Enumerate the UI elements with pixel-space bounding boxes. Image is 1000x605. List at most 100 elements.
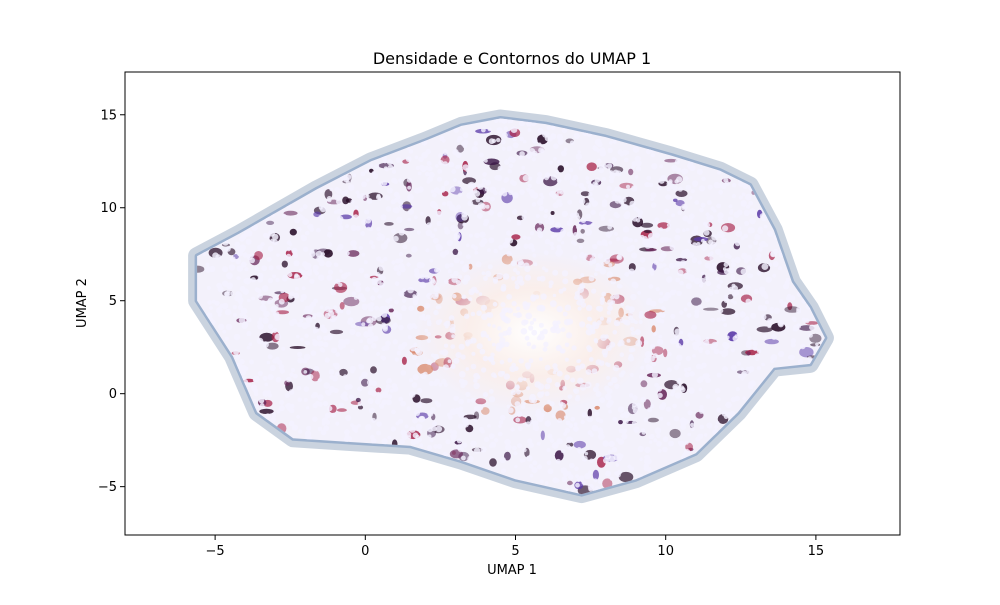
scatter-point: [293, 373, 298, 379]
scatter-point: [680, 424, 686, 430]
scatter-point: [609, 207, 613, 211]
scatter-point: [349, 394, 354, 400]
scatter-point: [709, 256, 714, 261]
scatter-point: [630, 293, 637, 301]
scatter-point: [717, 170, 721, 175]
scatter-point: [398, 396, 404, 402]
scatter-point: [785, 326, 790, 330]
scatter-point: [507, 326, 512, 332]
scatter-point: [698, 387, 703, 392]
scatter-point: [589, 257, 596, 264]
density-blob: [657, 222, 670, 229]
scatter-point: [573, 132, 580, 140]
scatter-point: [644, 181, 650, 188]
scatter-point: [499, 414, 506, 421]
scatter-point: [757, 228, 764, 235]
scatter-point: [579, 253, 585, 259]
scatter-point: [690, 427, 695, 432]
scatter-point: [381, 323, 388, 330]
scatter-point: [480, 333, 485, 338]
scatter-point: [432, 380, 438, 386]
scatter-point: [305, 316, 313, 324]
scatter-point: [491, 342, 496, 347]
scatter-point: [611, 446, 618, 453]
scatter-point: [370, 342, 377, 349]
scatter-point: [658, 403, 666, 411]
scatter-point: [427, 176, 434, 182]
scatter-point: [381, 438, 388, 445]
scatter-point: [364, 273, 369, 279]
scatter-point: [644, 446, 651, 454]
scatter-point: [335, 188, 342, 195]
scatter-point: [767, 230, 774, 237]
scatter-point: [262, 341, 269, 348]
scatter-point: [621, 203, 629, 211]
scatter-point: [366, 318, 371, 324]
scatter-point: [630, 318, 636, 324]
scatter-point: [578, 234, 584, 239]
scatter-point: [453, 207, 459, 213]
scatter-point: [523, 243, 529, 249]
scatter-point: [305, 434, 310, 440]
scatter-point: [476, 212, 483, 219]
scatter-point: [296, 226, 302, 232]
scatter-point: [345, 414, 352, 421]
scatter-points: [197, 118, 822, 495]
scatter-point: [455, 352, 462, 359]
scatter-point: [529, 320, 535, 325]
scatter-point: [542, 346, 548, 352]
scatter-point: [728, 286, 734, 292]
scatter-point: [573, 426, 579, 432]
scatter-point: [763, 224, 768, 229]
scatter-point: [671, 213, 676, 218]
scatter-point: [511, 276, 516, 281]
scatter-point: [478, 152, 484, 158]
scatter-point: [398, 324, 404, 331]
scatter-point: [374, 305, 380, 311]
scatter-point: [501, 132, 508, 139]
scatter-point: [259, 304, 267, 312]
scatter-point: [674, 159, 681, 165]
scatter-point: [631, 161, 638, 167]
scatter-point: [483, 436, 490, 443]
scatter-point: [412, 295, 419, 302]
scatter-point: [513, 366, 519, 372]
scatter-point: [682, 215, 689, 222]
density-blob: [388, 308, 394, 313]
scatter-point: [696, 168, 704, 175]
density-blob: [289, 346, 306, 349]
scatter-point: [561, 270, 569, 277]
scatter-point: [711, 262, 717, 268]
scatter-point: [238, 301, 243, 305]
scatter-point: [254, 266, 259, 271]
scatter-point: [659, 237, 666, 244]
scatter-point: [487, 424, 491, 428]
scatter-point: [260, 300, 266, 306]
scatter-point: [413, 409, 421, 416]
scatter-point: [250, 277, 256, 283]
scatter-point: [361, 371, 368, 379]
scatter-point: [259, 403, 265, 408]
scatter-point: [398, 178, 403, 183]
scatter-point: [556, 178, 562, 184]
scatter-point: [651, 371, 659, 378]
scatter-point: [565, 332, 573, 339]
scatter-point: [772, 273, 777, 278]
scatter-point: [527, 243, 535, 250]
scatter-point: [723, 342, 730, 350]
scatter-point: [416, 230, 421, 235]
scatter-point: [675, 228, 681, 234]
scatter-point: [384, 195, 391, 201]
scatter-point: [615, 463, 620, 467]
scatter-point: [546, 460, 552, 466]
scatter-point: [585, 304, 593, 312]
scatter-point: [327, 242, 333, 247]
scatter-point: [612, 416, 618, 422]
scatter-point: [731, 182, 737, 188]
scatter-point: [450, 363, 456, 369]
scatter-point: [370, 295, 376, 301]
scatter-point: [691, 324, 697, 331]
scatter-point: [488, 389, 494, 394]
density-blob: [720, 308, 736, 315]
scatter-point: [651, 163, 658, 170]
